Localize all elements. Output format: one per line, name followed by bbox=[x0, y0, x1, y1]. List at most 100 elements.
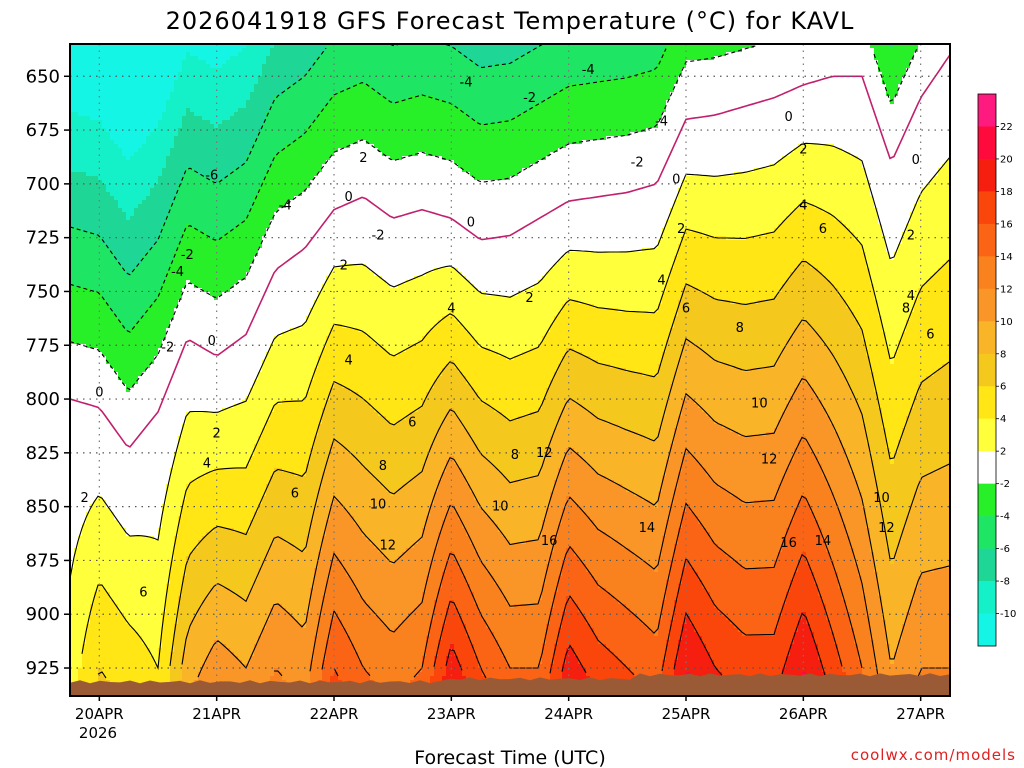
temperature-cell bbox=[198, 412, 203, 477]
temperature-cell bbox=[854, 156, 859, 241]
temperature-cell bbox=[350, 392, 355, 457]
temperature-cell bbox=[574, 504, 579, 557]
temperature-cell bbox=[830, 144, 835, 217]
temperature-cell bbox=[938, 268, 943, 369]
temperature-cell bbox=[498, 648, 503, 696]
temperature-cell bbox=[590, 468, 595, 521]
temperature-cell bbox=[762, 500, 767, 569]
temperature-cell bbox=[750, 236, 755, 305]
temperature-cell bbox=[438, 100, 443, 157]
temperature-cell bbox=[118, 208, 123, 265]
temperature-cell bbox=[714, 56, 719, 177]
temperature-cell bbox=[310, 588, 315, 661]
temperature-cell bbox=[406, 44, 411, 101]
temperature-cell bbox=[722, 364, 727, 429]
temperature-cell bbox=[662, 292, 667, 353]
temperature-cell bbox=[730, 368, 735, 433]
temperature-cell bbox=[806, 44, 811, 145]
temperature-cell bbox=[386, 352, 391, 421]
temperature-cell bbox=[518, 604, 523, 669]
temperature-cell bbox=[710, 600, 715, 661]
temperature-cell bbox=[150, 44, 155, 133]
temperature-cell bbox=[686, 44, 691, 61]
temperature-cell bbox=[718, 176, 723, 237]
temperature-cell bbox=[202, 476, 207, 537]
temperature-cell bbox=[466, 384, 471, 433]
temperature-cell bbox=[214, 44, 219, 69]
temperature-cell bbox=[318, 172, 323, 293]
temperature-cell bbox=[266, 484, 271, 553]
temperature-cell bbox=[842, 152, 847, 225]
temperature-cell bbox=[834, 432, 839, 505]
temperature-cell bbox=[642, 500, 647, 561]
temperature-cell bbox=[438, 320, 443, 377]
temperature-cell bbox=[282, 472, 287, 541]
temperature-cell bbox=[482, 348, 487, 405]
temperature-cell bbox=[890, 48, 895, 105]
temperature-cell bbox=[238, 280, 243, 405]
temperature-cell bbox=[858, 244, 863, 329]
temperature-cell bbox=[530, 288, 535, 349]
temperature-cell bbox=[682, 44, 687, 69]
temperature-cell bbox=[826, 144, 831, 213]
temperature-cell bbox=[470, 440, 475, 493]
contour-label: 4 bbox=[447, 302, 455, 317]
temperature-cell bbox=[690, 176, 695, 233]
temperature-cell bbox=[402, 352, 407, 421]
temperature-cell bbox=[418, 604, 423, 673]
temperature-cell bbox=[858, 328, 863, 409]
temperature-cell bbox=[490, 124, 495, 181]
temperature-cell bbox=[446, 316, 451, 365]
temperature-cell bbox=[782, 604, 787, 669]
temperature-cell bbox=[78, 172, 83, 229]
temperature-cell bbox=[742, 44, 747, 49]
temperature-cell bbox=[190, 44, 195, 57]
temperature-cell bbox=[494, 640, 499, 696]
temperature-cell bbox=[118, 320, 123, 381]
colorbar-label: 12 bbox=[1000, 284, 1013, 295]
temperature-cell bbox=[302, 552, 307, 629]
temperature-cell bbox=[570, 500, 575, 549]
temperature-cell bbox=[414, 476, 419, 545]
temperature-cell bbox=[706, 296, 711, 357]
contour-label: 4 bbox=[345, 353, 353, 368]
temperature-cell bbox=[454, 416, 459, 465]
temperature-cell bbox=[850, 628, 855, 696]
temperature-cell bbox=[330, 560, 335, 621]
temperature-cell bbox=[150, 304, 155, 365]
temperature-cell bbox=[230, 528, 235, 593]
temperature-cell bbox=[522, 416, 527, 481]
temperature-cell bbox=[222, 528, 227, 589]
temperature-cell bbox=[482, 620, 487, 677]
temperature-cell bbox=[930, 180, 935, 277]
temperature-cell bbox=[446, 460, 451, 513]
temperature-cell bbox=[582, 564, 587, 617]
temperature-cell bbox=[562, 148, 567, 257]
temperature-cell bbox=[722, 44, 727, 57]
temperature-cell bbox=[534, 284, 539, 349]
temperature-cell bbox=[666, 220, 671, 281]
temperature-cell bbox=[230, 468, 235, 529]
temperature-cell bbox=[298, 136, 303, 197]
contour-label: -2 bbox=[161, 340, 174, 355]
temperature-cell bbox=[478, 124, 483, 181]
temperature-cell bbox=[694, 176, 699, 233]
temperature-cell bbox=[346, 328, 351, 389]
temperature-cell bbox=[754, 500, 759, 569]
temperature-cell bbox=[658, 120, 663, 241]
temperature-cell bbox=[746, 436, 751, 505]
temperature-cell bbox=[934, 568, 939, 669]
temperature-cell bbox=[482, 44, 487, 69]
temperature-cell bbox=[898, 540, 903, 641]
temperature-cell bbox=[126, 276, 131, 333]
temperature-cell bbox=[698, 60, 703, 177]
temperature-cell bbox=[326, 44, 331, 105]
temperature-cell bbox=[694, 44, 699, 61]
temperature-cell bbox=[642, 624, 647, 685]
temperature-cell bbox=[274, 44, 279, 97]
temperature-cell bbox=[258, 76, 263, 133]
temperature-cell bbox=[382, 280, 387, 349]
temperature-cell bbox=[782, 476, 787, 541]
temperature-cell bbox=[742, 172, 747, 241]
temperature-cell bbox=[430, 504, 435, 561]
